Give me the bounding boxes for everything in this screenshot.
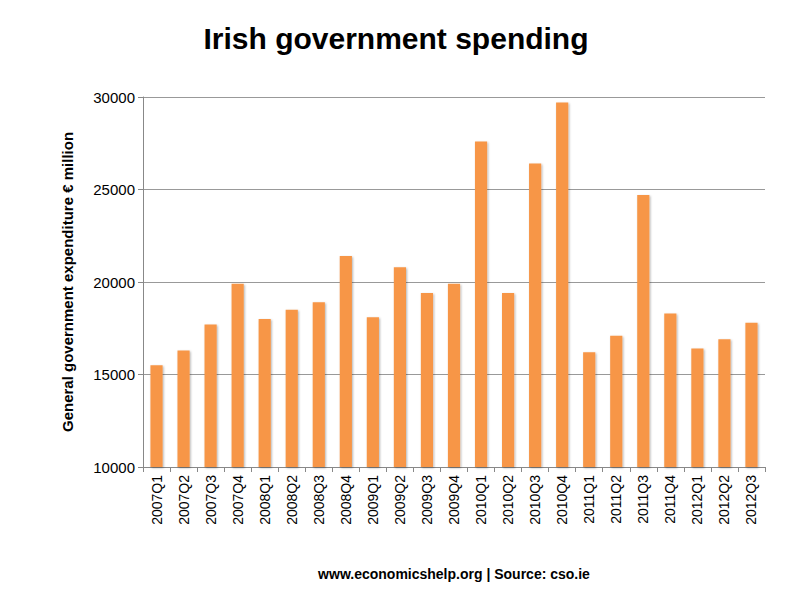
svg-text:2010Q4: 2010Q4 xyxy=(554,475,570,525)
svg-text:2008Q2: 2008Q2 xyxy=(284,475,300,525)
svg-text:25000: 25000 xyxy=(93,181,135,198)
svg-text:2009Q3: 2009Q3 xyxy=(419,475,435,525)
svg-text:www.economicshelp.org | Source: www.economicshelp.org | Source: cso.ie xyxy=(317,566,590,582)
svg-text:2010Q3: 2010Q3 xyxy=(527,475,543,525)
svg-text:2008Q3: 2008Q3 xyxy=(311,475,327,525)
svg-text:10000: 10000 xyxy=(93,459,135,476)
svg-text:2012Q2: 2012Q2 xyxy=(716,475,732,525)
svg-text:2007Q3: 2007Q3 xyxy=(203,475,219,525)
svg-text:2011Q4: 2011Q4 xyxy=(662,475,678,524)
svg-text:2008Q4: 2008Q4 xyxy=(338,475,354,525)
svg-text:Irish government spending: Irish government spending xyxy=(203,22,588,55)
svg-text:2011Q3: 2011Q3 xyxy=(635,475,651,524)
svg-text:2009Q4: 2009Q4 xyxy=(446,475,462,525)
svg-text:2012Q1: 2012Q1 xyxy=(689,475,705,525)
svg-text:2011Q2: 2011Q2 xyxy=(608,475,624,524)
svg-text:2011Q1: 2011Q1 xyxy=(581,475,597,524)
svg-text:2008Q1: 2008Q1 xyxy=(257,475,273,525)
svg-text:2012Q3: 2012Q3 xyxy=(743,475,759,525)
svg-text:30000: 30000 xyxy=(93,89,135,106)
svg-text:General government expenditure: General government expenditure € million xyxy=(59,132,76,432)
svg-text:2009Q2: 2009Q2 xyxy=(392,475,408,525)
svg-text:2007Q1: 2007Q1 xyxy=(149,475,165,525)
svg-text:2009Q1: 2009Q1 xyxy=(365,475,381,525)
svg-text:20000: 20000 xyxy=(93,274,135,291)
svg-text:2007Q4: 2007Q4 xyxy=(230,475,246,525)
svg-text:2010Q1: 2010Q1 xyxy=(473,475,489,525)
svg-text:2010Q2: 2010Q2 xyxy=(500,475,516,525)
svg-text:15000: 15000 xyxy=(93,366,135,383)
svg-text:2007Q2: 2007Q2 xyxy=(176,475,192,525)
